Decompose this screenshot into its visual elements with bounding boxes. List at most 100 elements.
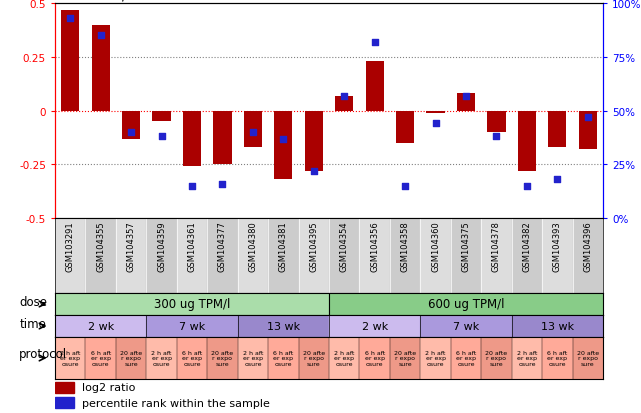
Bar	[390, 337, 420, 379]
Text: 2 wk: 2 wk	[88, 321, 114, 331]
Text: GSM104396: GSM104396	[583, 221, 592, 271]
Text: GSM104395: GSM104395	[309, 221, 319, 271]
Text: GSM104381: GSM104381	[279, 221, 288, 271]
Text: GSM104378: GSM104378	[492, 221, 501, 271]
Text: GDS2188 / 1994: GDS2188 / 1994	[53, 0, 167, 3]
Text: GSM104375: GSM104375	[462, 221, 470, 271]
Text: GSM104382: GSM104382	[522, 221, 531, 271]
Bar	[244, 111, 262, 148]
Point	[96, 33, 106, 40]
Text: GSM104380: GSM104380	[249, 221, 258, 271]
Text: protocol: protocol	[19, 347, 67, 361]
Bar	[304, 111, 323, 171]
Bar	[572, 218, 603, 293]
Bar	[360, 337, 390, 379]
Point	[491, 134, 501, 140]
Point	[461, 93, 471, 100]
Text: GSM104355: GSM104355	[96, 221, 105, 271]
Bar	[299, 218, 329, 293]
Bar	[451, 218, 481, 293]
Bar	[268, 218, 299, 293]
Text: 2 wk: 2 wk	[362, 321, 388, 331]
Point	[217, 181, 228, 188]
Text: GSM104358: GSM104358	[401, 221, 410, 271]
Text: GSM104377: GSM104377	[218, 221, 227, 271]
Point	[278, 136, 288, 142]
Text: GSM104356: GSM104356	[370, 221, 379, 271]
Bar	[390, 218, 420, 293]
Text: 2 h aft
er exp
osure: 2 h aft er exp osure	[334, 350, 354, 366]
Point	[187, 183, 197, 190]
Text: 2 h aft
er exp
osure: 2 h aft er exp osure	[517, 350, 537, 366]
Bar	[572, 337, 603, 379]
Text: 6 h aft
er exp
osure: 6 h aft er exp osure	[90, 350, 111, 366]
Text: 6 h aft
er exp
osure: 6 h aft er exp osure	[273, 350, 294, 366]
Bar	[238, 218, 268, 293]
Bar	[146, 218, 177, 293]
Bar	[420, 218, 451, 293]
Bar	[548, 111, 567, 148]
Bar	[55, 293, 329, 315]
Bar	[426, 111, 445, 114]
Bar	[329, 293, 603, 315]
Bar	[268, 337, 299, 379]
Bar	[542, 337, 572, 379]
Text: log2 ratio: log2 ratio	[82, 382, 135, 392]
Point	[309, 168, 319, 175]
Bar	[365, 62, 384, 111]
Text: GSM103291: GSM103291	[66, 221, 75, 271]
Bar	[238, 315, 329, 337]
Text: 6 h aft
er exp
osure: 6 h aft er exp osure	[182, 350, 202, 366]
Bar	[116, 337, 146, 379]
Bar	[360, 218, 390, 293]
Bar	[85, 218, 116, 293]
Text: 20 afte
r expo
sure: 20 afte r expo sure	[212, 350, 233, 366]
Text: GSM104393: GSM104393	[553, 221, 562, 271]
Bar	[238, 337, 268, 379]
Text: percentile rank within the sample: percentile rank within the sample	[82, 398, 270, 408]
Text: 6 h aft
er exp
osure: 6 h aft er exp osure	[547, 350, 567, 366]
Bar	[177, 337, 207, 379]
Text: 2 h aft
er exp
osure: 2 h aft er exp osure	[426, 350, 445, 366]
Text: 20 afte
r expo
sure: 20 afte r expo sure	[303, 350, 325, 366]
Bar	[55, 315, 146, 337]
Bar	[122, 111, 140, 139]
Bar	[451, 337, 481, 379]
Point	[156, 134, 167, 140]
Point	[370, 39, 380, 46]
Bar	[457, 94, 475, 111]
Text: 7 wk: 7 wk	[453, 321, 479, 331]
Bar	[146, 337, 177, 379]
Text: 20 afte
r expo
sure: 20 afte r expo sure	[485, 350, 508, 366]
Bar	[61, 11, 79, 111]
Bar	[146, 315, 238, 337]
Text: 2 h aft
er exp
osure: 2 h aft er exp osure	[243, 350, 263, 366]
Text: GSM104360: GSM104360	[431, 221, 440, 271]
Bar	[518, 111, 536, 171]
Point	[400, 183, 410, 190]
Text: 6 h aft
er exp
osure: 6 h aft er exp osure	[365, 350, 385, 366]
Text: dose: dose	[19, 296, 47, 309]
Point	[583, 114, 593, 121]
Bar	[335, 96, 353, 111]
Bar	[329, 337, 360, 379]
Bar	[55, 218, 85, 293]
Text: time: time	[19, 318, 46, 330]
Point	[552, 177, 562, 183]
Bar	[213, 111, 231, 165]
Bar	[481, 218, 512, 293]
Text: 13 wk: 13 wk	[267, 321, 300, 331]
Text: 300 ug TPM/l: 300 ug TPM/l	[154, 298, 230, 311]
Text: 2 h aft
er exp
osure: 2 h aft er exp osure	[60, 350, 80, 366]
Text: GSM104357: GSM104357	[127, 221, 136, 271]
Bar	[512, 337, 542, 379]
Point	[339, 93, 349, 100]
Bar	[85, 337, 116, 379]
Bar	[274, 111, 292, 180]
Bar	[542, 218, 572, 293]
Point	[248, 129, 258, 136]
Text: 7 wk: 7 wk	[179, 321, 205, 331]
Bar	[207, 218, 238, 293]
Bar	[92, 26, 110, 111]
Bar	[487, 111, 506, 133]
